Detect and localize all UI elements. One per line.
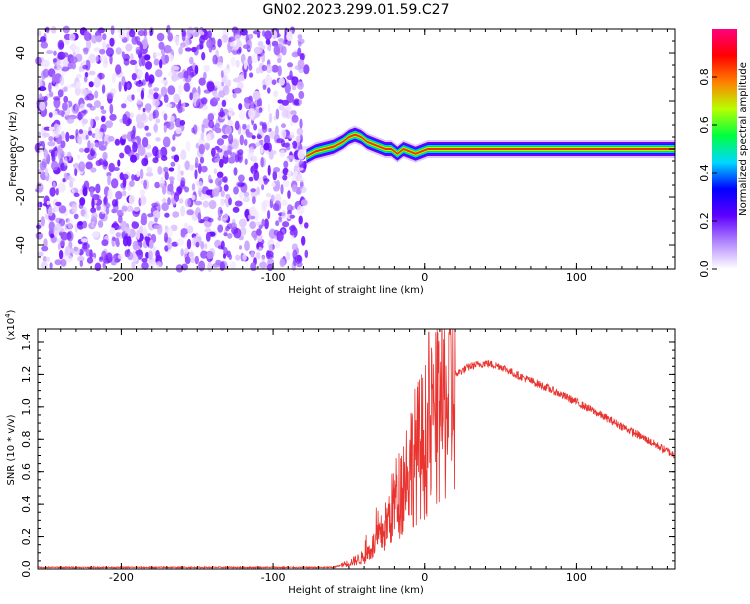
spectrogram-y-tick-label: -20 — [14, 188, 27, 206]
colorbar: 0.0 0.2 0.4 0.6 0.8 Normalized spectral ampl… — [698, 29, 749, 278]
snr-multiplier-label: (x104) — [4, 309, 17, 340]
spectrogram-x-tick-label: -200 — [109, 271, 134, 284]
spectrogram-x-axis-label: Height of straight line (km) — [288, 285, 424, 296]
snr-frame — [37, 328, 676, 570]
snr-x-tick-label: 0 — [421, 571, 428, 584]
snr-series-line — [37, 328, 676, 570]
snr-y-axis-label: SNR (10 * v/v) — [6, 414, 17, 485]
spectrogram-y-tick-label: 0 — [14, 146, 27, 153]
snr-y-tick-label: 0.2 — [20, 528, 33, 546]
spectrogram-x-tick-label: 100 — [566, 271, 587, 284]
snr-y-tick-label: 1.2 — [20, 366, 33, 384]
snr-y-tick-label: 1.0 — [20, 398, 33, 416]
snr-y-tick-label: 1.4 — [20, 333, 33, 351]
spectrogram-x-tick-label: -100 — [261, 271, 286, 284]
spectrogram-y-tick-label: 20 — [14, 94, 27, 108]
multiplier-base: (x10 — [6, 318, 17, 341]
spectrogram-x-tick-label: 0 — [421, 271, 428, 284]
snr-x-tick-label: -100 — [261, 571, 286, 584]
snr-ticks: -200 -100 0 100 0.0 0.2 0.4 0.6 0.8 1.0 1.2 1.4 — [20, 329, 675, 584]
snr-y-tick-label: 0.4 — [20, 495, 33, 513]
snr-x-axis-label: Height of straight line (km) — [288, 585, 424, 596]
colorbar-gradient — [712, 29, 737, 269]
snr-panel: -200 -100 0 100 0.0 0.2 0.4 0.6 0.8 1.0 1.2 1.4 Hei… — [4, 309, 676, 596]
spectrogram-y-tick-label: -40 — [14, 236, 27, 254]
snr-y-tick-label: 0.6 — [20, 463, 33, 481]
snr-y-tick-label: 0.8 — [20, 431, 33, 449]
noise-region — [34, 24, 310, 273]
colorbar-tick-label: 0.0 — [698, 260, 711, 278]
colorbar-tick-label: 0.6 — [698, 116, 711, 134]
snr-x-tick-label: 100 — [566, 571, 587, 584]
spectrogram-y-axis-label: Frequency (Hz) — [8, 111, 19, 187]
snr-x-tick-label: -200 — [109, 571, 134, 584]
colorbar-label: Normalized spectral amplitude — [738, 62, 749, 216]
snr-y-tick-label: 0.0 — [20, 560, 33, 578]
colorbar-tick-label: 0.2 — [698, 212, 711, 230]
multiplier-exponent: 4 — [4, 313, 12, 318]
figure-title: GN02.2023.299.01.59.C27 — [263, 2, 450, 18]
spectrogram-y-tick-label: 40 — [14, 46, 27, 60]
colorbar-tick-label: 0.8 — [698, 68, 711, 86]
signal-track — [306, 125, 675, 166]
colorbar-tick-label: 0.4 — [698, 164, 711, 182]
colorbar-ticks: 0.0 0.2 0.4 0.6 0.8 — [698, 68, 717, 278]
